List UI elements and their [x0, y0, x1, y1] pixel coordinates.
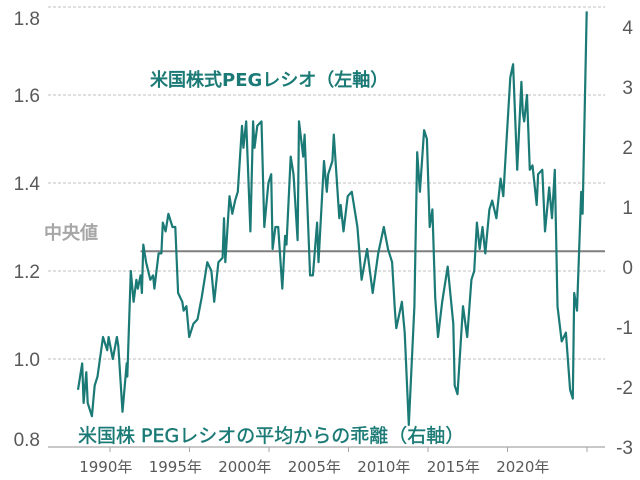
right-axis-ticks: -3 -2 -1 0 1 2 3 4 [616, 18, 633, 459]
x-tick-label: 2000年 [218, 458, 271, 476]
median-label: 中央値 [44, 222, 98, 244]
x-tick-label: 1995年 [149, 458, 202, 476]
x-tick-label: 2020年 [496, 458, 549, 476]
left-series-label: 米国株式PEGレシオ（左軸） [150, 69, 388, 91]
x-axis: 1990年 1995年 2000年 2005年 2010年 2015年 2020年 [79, 447, 588, 476]
left-tick-label: 1.8 [14, 9, 40, 30]
right-series-label: 米国株 PEGレシオの平均からの乖離（右軸） [78, 425, 464, 447]
right-tick-label: 0 [622, 258, 633, 279]
right-tick-label: -2 [616, 378, 633, 399]
right-tick-label: 2 [622, 138, 633, 159]
right-tick-label: -3 [616, 438, 633, 459]
x-tick-label: 2010年 [357, 458, 410, 476]
right-tick-label: -1 [616, 318, 633, 339]
peg-ratio-series-line [76, 11, 588, 427]
x-tick-label: 1990年 [79, 458, 132, 476]
left-tick-label: 0.8 [14, 430, 40, 451]
left-tick-label: 1.6 [14, 86, 40, 107]
right-tick-label: 3 [622, 78, 633, 99]
left-tick-label: 1.4 [14, 174, 41, 195]
left-axis-ticks: 0.8 1.0 1.2 1.4 1.6 1.8 [14, 9, 41, 451]
right-tick-label: 4 [622, 18, 633, 39]
gridlines [48, 6, 605, 448]
left-tick-label: 1.2 [14, 262, 40, 283]
x-tick-label: 2015年 [427, 458, 480, 476]
left-tick-label: 1.0 [14, 350, 40, 371]
x-tick-label: 2005年 [288, 458, 341, 476]
right-tick-label: 1 [622, 198, 633, 219]
